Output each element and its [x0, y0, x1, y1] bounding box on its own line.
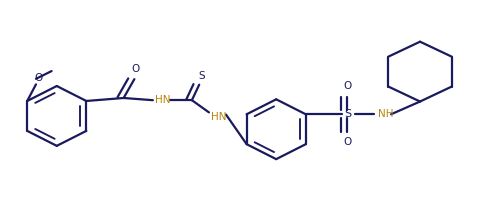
Text: O: O	[34, 72, 42, 83]
Text: O: O	[343, 137, 350, 147]
Text: HN: HN	[155, 95, 170, 105]
Text: HN: HN	[211, 112, 226, 122]
Text: NH: NH	[377, 109, 393, 119]
Text: O: O	[131, 64, 139, 74]
Text: O: O	[343, 81, 350, 91]
Text: S: S	[344, 109, 351, 119]
Text: S: S	[198, 71, 204, 81]
